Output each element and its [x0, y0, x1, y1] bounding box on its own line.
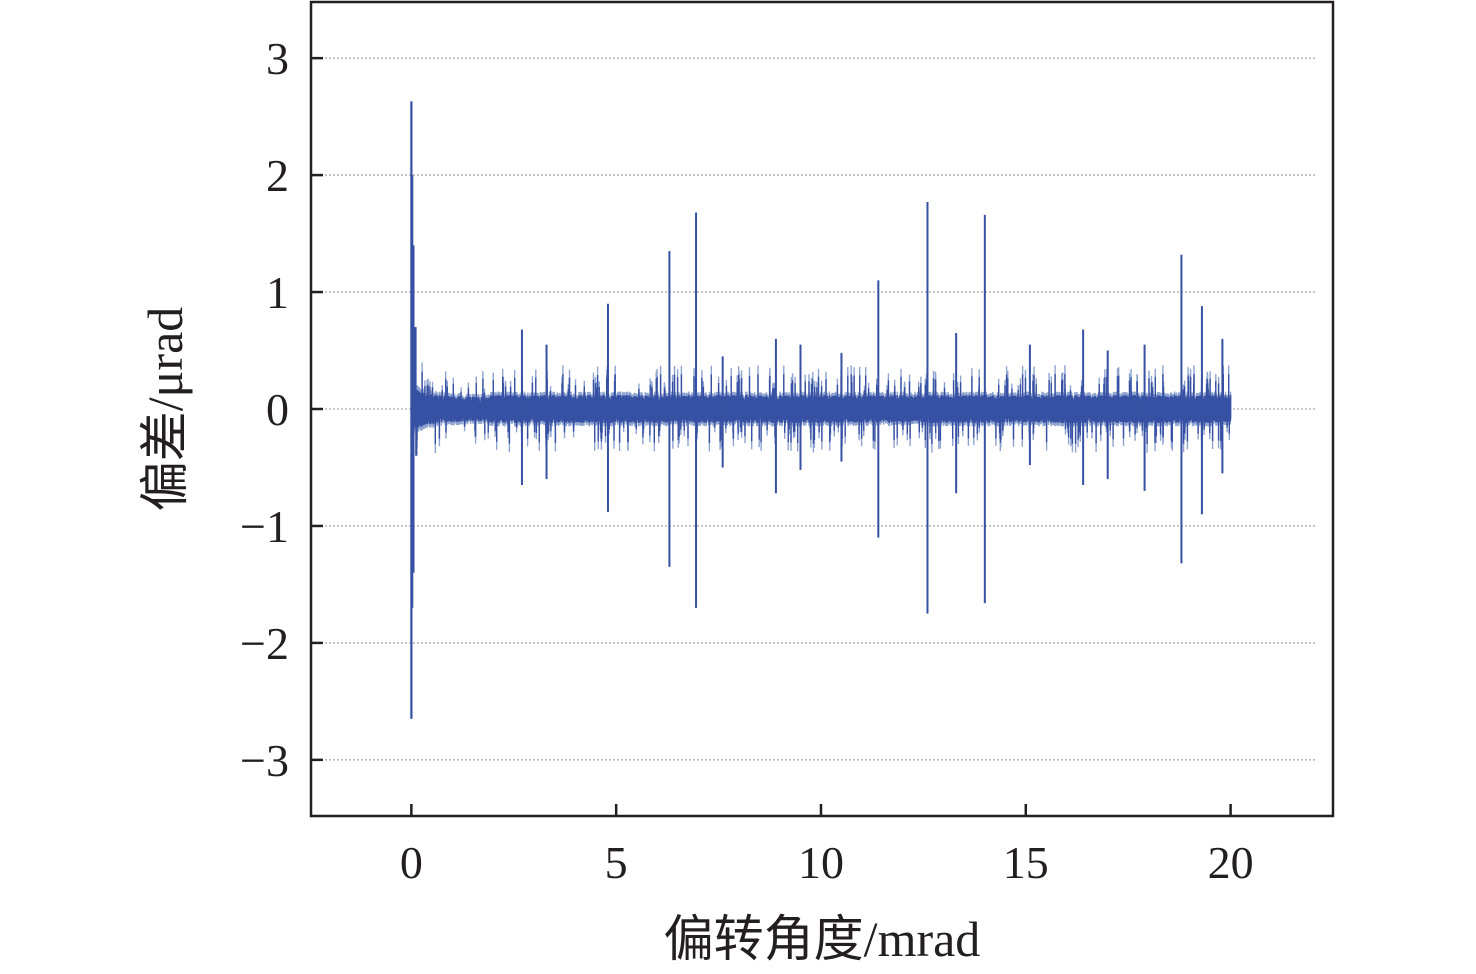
- y-axis-title: 偏差/μrad: [137, 307, 193, 512]
- x-axis-title: 偏转角度/mrad: [664, 911, 981, 967]
- y-tick-label: −1: [240, 501, 289, 552]
- series-line: [410, 101, 1232, 719]
- x-tick-label: 5: [605, 837, 628, 888]
- axis-ticks: −3 −2 −1 0 1 2 3 0 5 10 15 20: [240, 33, 1254, 888]
- y-tick-label: −2: [240, 618, 289, 669]
- x-tick-label: 0: [400, 837, 423, 888]
- x-tick-label: 10: [798, 837, 844, 888]
- y-tick-label: 3: [266, 33, 289, 84]
- startup-oscillation: [410, 101, 418, 719]
- y-tick-label: 2: [266, 150, 289, 201]
- y-tick-label: 0: [266, 384, 289, 435]
- y-tick-label: 1: [266, 267, 289, 318]
- x-tick-label: 20: [1208, 837, 1254, 888]
- x-tick-label: 15: [1003, 837, 1049, 888]
- y-tick-label: −3: [240, 735, 289, 786]
